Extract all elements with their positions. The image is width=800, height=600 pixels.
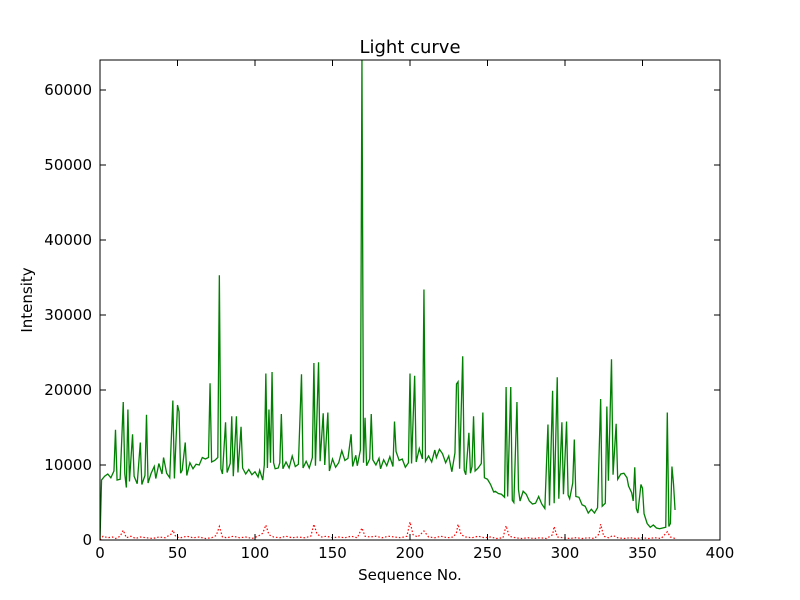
x-tick-label: 300 (551, 544, 580, 562)
x-tick-label: 150 (318, 544, 347, 562)
plot-area-frame (99, 59, 721, 541)
series-line-1 (100, 60, 676, 540)
series-layer (100, 60, 676, 540)
y-tick-label: 50000 (44, 156, 92, 174)
y-tick-label: 0 (82, 531, 92, 549)
y-axis-title: Intensity (18, 267, 36, 332)
x-tick-label: 200 (396, 544, 425, 562)
y-tick-label: 60000 (44, 81, 92, 99)
x-axis-title: Sequence No. (358, 566, 462, 584)
x-tick-label: 400 (706, 544, 735, 562)
x-tick-label: 100 (241, 544, 270, 562)
x-tick-label: 350 (628, 544, 657, 562)
y-tick-label: 20000 (44, 381, 92, 399)
y-tick-label: 40000 (44, 231, 92, 249)
ticks-layer: 0 50 100 150 200 250 300 350 400 0 10000 20000 30000… (44, 60, 734, 562)
x-tick-label: 0 (95, 544, 105, 562)
y-tick-label: 30000 (44, 306, 92, 324)
y-tick-label: 10000 (44, 456, 92, 474)
series-line-2 (100, 521, 676, 540)
x-tick-label: 50 (168, 544, 187, 562)
x-tick-label: 250 (473, 544, 502, 562)
chart-title: Light curve (359, 37, 460, 58)
